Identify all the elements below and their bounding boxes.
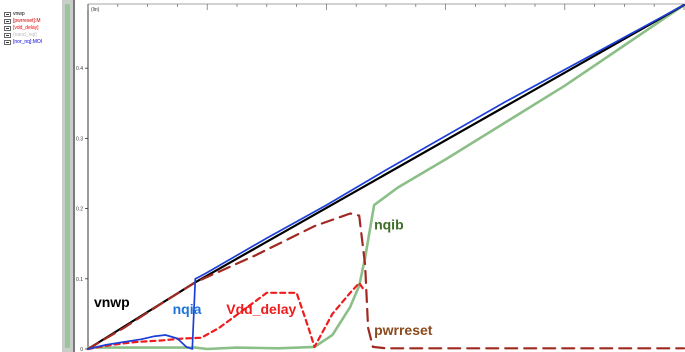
legend-label: (nand_nqi] [13, 32, 37, 38]
legend-label: vnwp [13, 11, 25, 17]
annotation-nqib: nqib [374, 217, 404, 233]
annotation-vdd-delay: Vdd_delay [226, 301, 296, 317]
splitter-grip[interactable] [65, 4, 70, 348]
legend-checkbox-icon[interactable] [4, 39, 11, 45]
legend-checkbox-icon[interactable] [4, 18, 11, 24]
legend-item-3[interactable]: (nand_nqi] [4, 31, 37, 39]
annotation-nqia: nqia [173, 301, 202, 317]
series-pwrreset-line [86, 212, 685, 351]
legend-label: [vdd_delay] [13, 25, 39, 31]
legend-checkbox-icon[interactable] [4, 32, 11, 38]
legend-label: [pwrreset]:M [13, 18, 41, 24]
series-nqia-line [87, 4, 685, 350]
y-tick-label: 0.4 [76, 66, 83, 72]
waveform-legend-panel: vnwp [pwrreset]:M [vdd_delay] (nand_nqi] [no… [0, 0, 62, 352]
y-tick-label: 0 [80, 347, 83, 352]
series-nqib-line [86, 3, 685, 351]
series-vnwp-line [86, 3, 685, 351]
legend-item-1[interactable]: [pwrreset]:M [4, 17, 41, 25]
series-vdd_delay-line [86, 281, 365, 351]
y-tick-label: 0.3 [76, 136, 83, 142]
waveform-plot: (lin) 0 0.1 0.2 0.3 0.4 vnwp nqia Vdd_delay nqib… [76, 3, 685, 352]
y-tick-label: 0.2 [76, 207, 83, 213]
annotation-vnwp: vnwp [94, 294, 130, 310]
legend-label: [nor_nq]:MOI [13, 39, 43, 45]
axis-layer: (lin) 0 0.1 0.2 0.3 0.4 [76, 3, 685, 352]
splitter-edge [73, 0, 75, 352]
annotation-pwrreset: pwrreset [374, 322, 433, 338]
annotation-layer: vnwp nqia Vdd_delay nqib pwrreset [94, 217, 433, 338]
y-tick-label: 0.1 [76, 277, 83, 283]
legend-checkbox-icon[interactable] [4, 11, 11, 17]
y-axis-label: (lin) [91, 7, 100, 13]
series-layer [86, 3, 685, 351]
legend-item-4[interactable]: [nor_nq]:MOI [4, 38, 42, 46]
legend-item-0[interactable]: vnwp [4, 10, 25, 18]
legend-item-2[interactable]: [vdd_delay] [4, 24, 39, 32]
legend-checkbox-icon[interactable] [4, 25, 11, 31]
